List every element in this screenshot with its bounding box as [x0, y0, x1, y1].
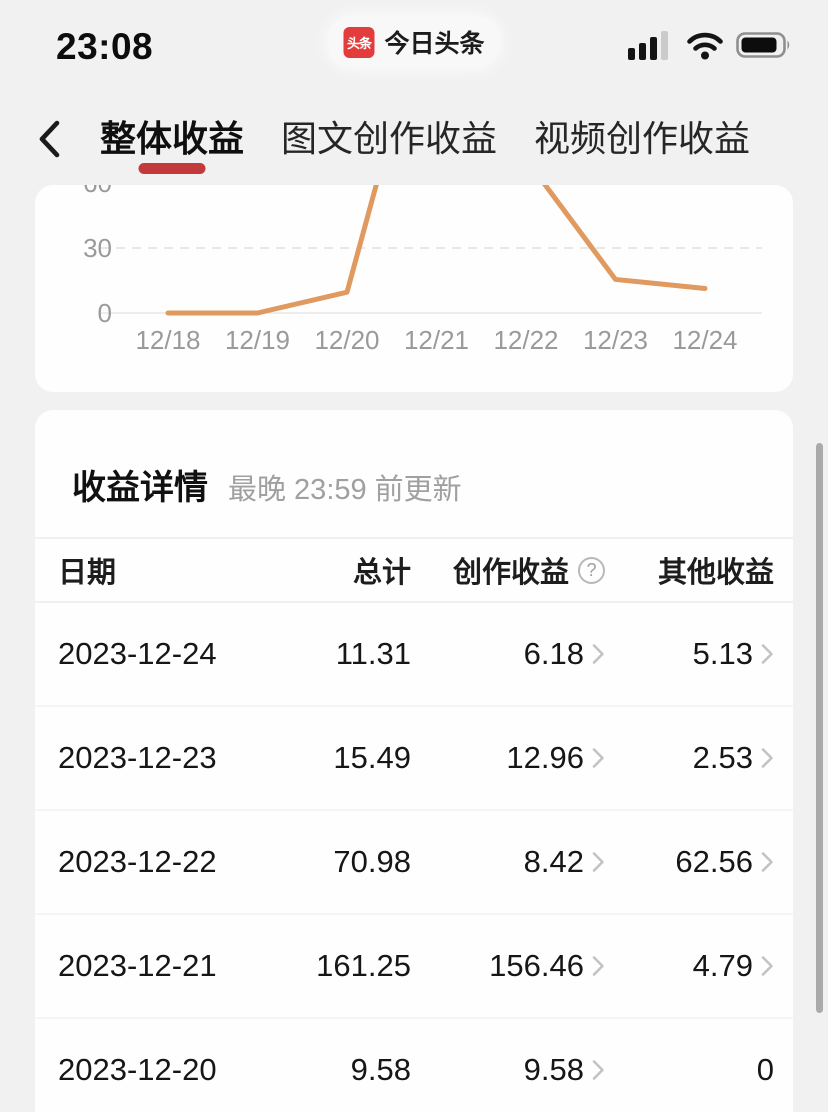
chevron-right-icon: [592, 851, 605, 873]
cell-date: 2023-12-23: [58, 740, 217, 775]
svg-text:12/20: 12/20: [314, 325, 379, 355]
chevron-right-icon: [592, 747, 605, 769]
nav-bar: 整体收益 图文创作收益 视频创作收益: [0, 106, 828, 174]
chevron-right-icon: [761, 643, 774, 665]
income-detail-card: 收益详情 最晚 23:59 前更新 日期 总计 创作收益 ? 其他收益 2023…: [35, 410, 793, 1112]
cell-date: 2023-12-24: [58, 636, 217, 671]
cell-date: 2023-12-21: [58, 948, 217, 983]
cell-creation-income[interactable]: 156.46: [489, 948, 605, 984]
cell-other-income[interactable]: 2.53: [693, 740, 774, 776]
tab-bar: 整体收益 图文创作收益 视频创作收益: [100, 117, 751, 174]
divider: [35, 537, 793, 539]
cell-total: 70.98: [333, 844, 411, 879]
wifi-icon: [685, 30, 725, 65]
cell-creation-income[interactable]: 6.18: [524, 636, 605, 672]
back-button[interactable]: [35, 116, 63, 162]
chevron-right-icon: [592, 644, 604, 664]
cell-other-income[interactable]: 5.13: [693, 636, 774, 672]
chevron-right-icon: [592, 748, 604, 768]
scrollbar-thumb[interactable]: [816, 443, 823, 1013]
table-row: 2023-12-20 9.58 9.58 0: [35, 1019, 793, 1112]
chevron-right-icon: [761, 956, 773, 976]
chevron-left-icon: [39, 120, 60, 158]
svg-text:12/24: 12/24: [672, 325, 737, 355]
cell-creation-income[interactable]: 9.58: [524, 1052, 605, 1088]
col-header-total: 总计: [352, 557, 411, 589]
chevron-right-icon: [761, 851, 774, 873]
svg-text:12/21: 12/21: [404, 325, 469, 355]
cell-total: 161.25: [316, 948, 411, 983]
svg-text:12/18: 12/18: [135, 325, 200, 355]
col-header-creation: 创作收益 ?: [453, 549, 605, 591]
svg-text:12/23: 12/23: [583, 325, 648, 355]
active-tab-underline: [138, 163, 206, 174]
col-header-date: 日期: [58, 557, 117, 589]
question-mark-icon[interactable]: ?: [578, 556, 605, 584]
chevron-right-icon: [592, 643, 605, 665]
chevron-right-icon: [592, 955, 605, 977]
table-row: 2023-12-21 161.25 156.46 4.79: [35, 915, 793, 1019]
app-name-label: 今日头条: [384, 30, 485, 58]
svg-text:30: 30: [83, 233, 112, 263]
income-line-chart: 0 30 60 12/18 12/19 12/20 12/21 12/22 12/23 12/24: [83, 185, 762, 355]
chevron-right-icon: [761, 852, 773, 872]
status-icons: [628, 30, 794, 65]
cell-total: 11.31: [335, 636, 411, 671]
cell-date: 2023-12-22: [58, 844, 217, 879]
tab-2[interactable]: 图文创作收益: [281, 118, 498, 159]
chevron-right-icon: [761, 644, 773, 664]
app-badge[interactable]: 头条 今日头条: [327, 16, 501, 68]
chevron-right-icon: [592, 956, 604, 976]
svg-text:12/22: 12/22: [493, 325, 558, 355]
cell-creation-income[interactable]: 8.42: [524, 844, 605, 880]
chevron-right-icon: [592, 852, 604, 872]
cellular-signal-icon: [628, 30, 674, 65]
cell-date: 2023-12-20: [58, 1052, 217, 1087]
cell-other-income[interactable]: 4.79: [693, 948, 774, 984]
cell-other-income[interactable]: 62.56: [675, 844, 774, 880]
svg-text:0: 0: [98, 298, 112, 328]
cell-other-income: 0: [756, 1052, 774, 1087]
detail-card-header: 收益详情 最晚 23:59 前更新: [35, 410, 793, 509]
cell-creation-income[interactable]: 12.96: [506, 740, 605, 776]
table-body: 2023-12-24 11.31 6.18 5.13 2023-12-23 15.49 12…: [35, 603, 793, 1112]
chevron-right-icon: [592, 1060, 604, 1080]
chevron-right-icon: [592, 1059, 605, 1081]
cell-total: 15.49: [333, 740, 411, 775]
table-header-row: 日期 总计 创作收益 ? 其他收益: [35, 539, 793, 603]
chevron-right-icon: [761, 747, 774, 769]
chart-card: 0 30 60 12/18 12/19 12/20 12/21 12/22 12/23 12/24: [35, 185, 793, 392]
table-row: 2023-12-23 15.49 12.96 2.53: [35, 707, 793, 811]
battery-icon: [736, 30, 794, 65]
chevron-right-icon: [761, 748, 773, 768]
chevron-right-icon: [761, 955, 774, 977]
svg-text:60: 60: [83, 185, 112, 198]
col-header-other: 其他收益: [657, 557, 774, 589]
table-row: 2023-12-24 11.31 6.18 5.13: [35, 603, 793, 707]
cell-total: 9.58: [350, 1052, 411, 1087]
toutiao-logo-icon: 头条: [343, 26, 375, 58]
tab-3[interactable]: 视频创作收益: [534, 118, 751, 159]
update-time-note: 最晚 23:59 前更新: [228, 474, 462, 506]
svg-text:12/19: 12/19: [225, 325, 290, 355]
card-title: 收益详情: [72, 469, 208, 507]
tab-1[interactable]: 整体收益: [100, 117, 244, 174]
status-time: 23:08: [56, 26, 154, 67]
status-bar: 23:08 头条 今日头条: [0, 0, 828, 86]
table-row: 2023-12-22 70.98 8.42 62.56: [35, 811, 793, 915]
